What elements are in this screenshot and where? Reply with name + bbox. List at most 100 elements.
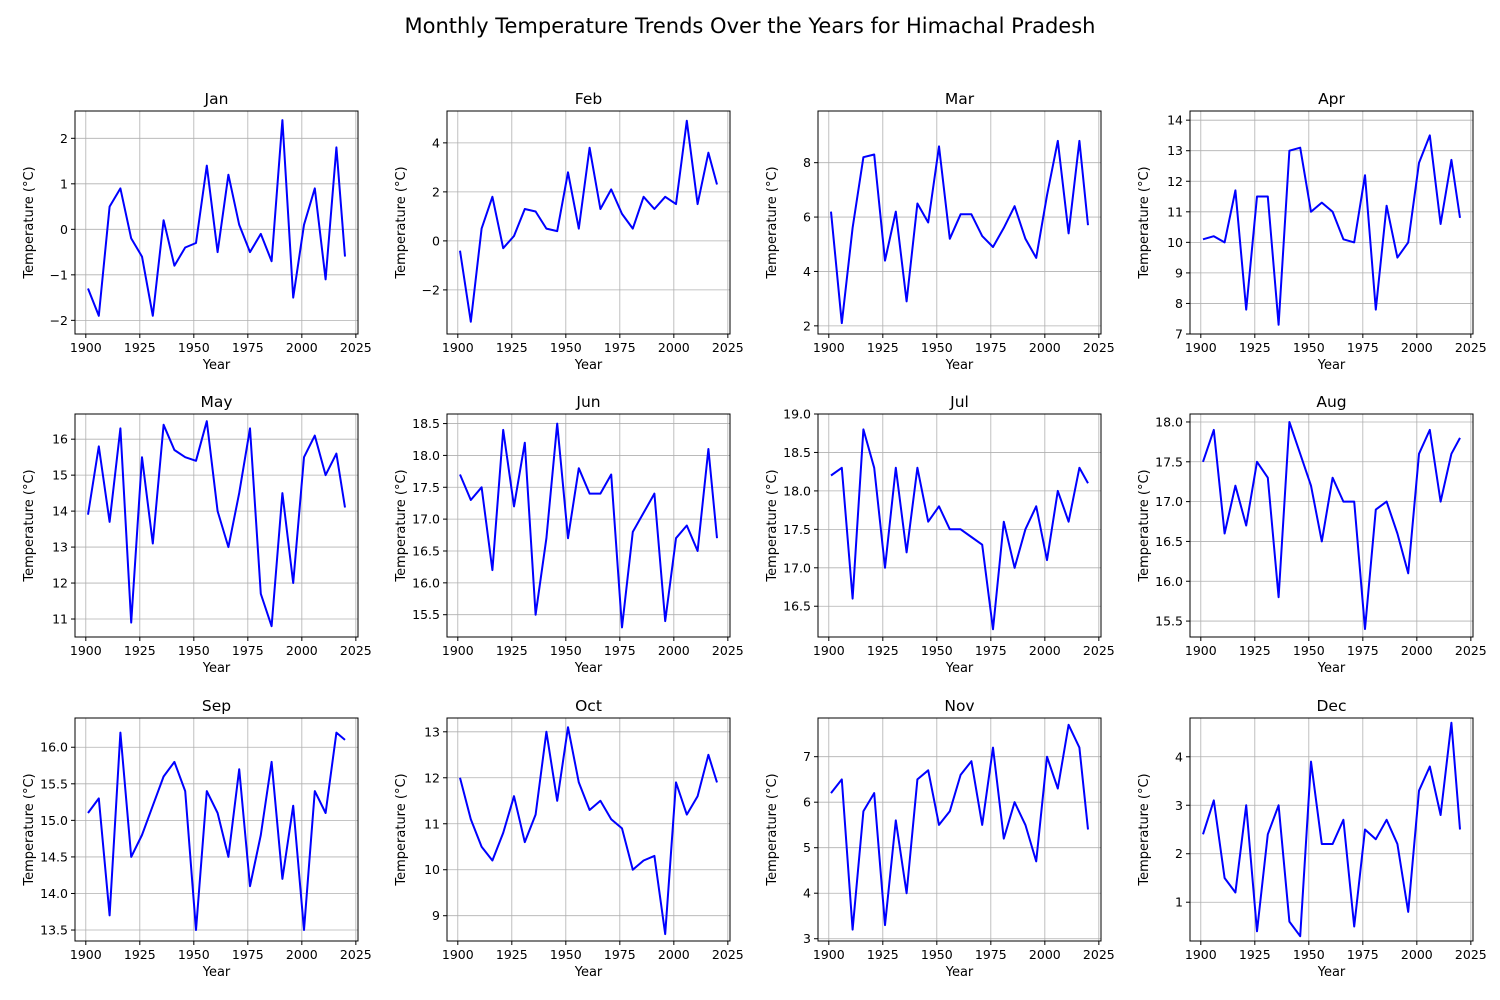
x-tick-label: 1975 bbox=[604, 947, 636, 962]
y-tick-label: 10 bbox=[1167, 235, 1183, 250]
x-axis-label: Year bbox=[202, 965, 231, 980]
y-tick-label: 13 bbox=[1167, 143, 1183, 158]
x-tick-label: 2000 bbox=[1401, 340, 1433, 355]
y-tick-label: 2 bbox=[60, 131, 68, 146]
y-tick-label: 13 bbox=[424, 724, 440, 739]
y-tick-label: 4 bbox=[803, 886, 811, 901]
grid bbox=[1190, 414, 1473, 637]
x-tick-label: 1900 bbox=[442, 340, 474, 355]
x-tick-label: 1950 bbox=[178, 947, 210, 962]
y-tick-label: 11 bbox=[1167, 204, 1183, 219]
x-tick-label: 1975 bbox=[232, 643, 264, 658]
y-tick-label: 4 bbox=[432, 135, 440, 150]
x-tick-label: 1975 bbox=[232, 340, 264, 355]
subplot-mar: 1900 1925 1950 1975 2000 2025 2 4 6 8 Mar Year Tempe… bbox=[765, 90, 1115, 373]
x-axis-label: Year bbox=[202, 661, 231, 676]
subplot-jul: 1900 1925 1950 1975 2000 2025 16.5 17.0 17.5 18.0… bbox=[765, 393, 1115, 676]
x-tick-label: 1925 bbox=[496, 340, 528, 355]
y-tick-label: 18.5 bbox=[783, 445, 811, 460]
x-tick-label: 1975 bbox=[975, 947, 1007, 962]
x-tick-label: 1950 bbox=[1293, 643, 1325, 658]
x-axis-label: Year bbox=[945, 965, 974, 980]
y-axis-label: Temperature (°C) bbox=[765, 773, 780, 886]
y-axis-label: Temperature (°C) bbox=[1137, 166, 1152, 279]
x-tick-label: 2000 bbox=[286, 340, 318, 355]
x-axis-label: Year bbox=[945, 661, 974, 676]
y-tick-label: 2 bbox=[803, 318, 811, 333]
y-tick-label: 12 bbox=[52, 576, 68, 591]
y-axis-label: Temperature (°C) bbox=[765, 469, 780, 582]
subplot-may: 1900 1925 1950 1975 2000 2025 11 12 13 14 15 16 May Y… bbox=[22, 393, 372, 676]
y-tick-label: 3 bbox=[1175, 798, 1183, 813]
y-tick-label: 15.5 bbox=[40, 776, 68, 791]
subplot-dec: 1900 1925 1950 1975 2000 2025 1 2 3 4 Dec Year Tempe… bbox=[1137, 697, 1487, 980]
axes-frame bbox=[74, 717, 359, 942]
x-tick-label: 2025 bbox=[712, 947, 744, 962]
x-tick-label: 2025 bbox=[712, 643, 744, 658]
subplot-title: Nov bbox=[944, 697, 974, 715]
x-tick-label: 1900 bbox=[1185, 947, 1217, 962]
x-tick-label: 1925 bbox=[496, 643, 528, 658]
y-tick-label: 15.5 bbox=[412, 607, 440, 622]
x-tick-label: 1925 bbox=[124, 643, 156, 658]
x-tick-label: 2025 bbox=[1083, 340, 1115, 355]
y-tick-label: 15.5 bbox=[1155, 614, 1183, 629]
y-tick-label: 2 bbox=[1175, 846, 1183, 861]
x-tick-label: 2000 bbox=[658, 340, 690, 355]
y-tick-label: 13.5 bbox=[40, 923, 68, 938]
x-tick-label: 1925 bbox=[496, 947, 528, 962]
x-tick-label: 1975 bbox=[975, 340, 1007, 355]
x-tick-label: 1900 bbox=[813, 947, 845, 962]
axes-frame bbox=[74, 413, 359, 638]
subplot-title: May bbox=[200, 393, 232, 411]
grid bbox=[447, 718, 730, 941]
x-tick-label: 1925 bbox=[124, 947, 156, 962]
temperature-line bbox=[1202, 721, 1461, 938]
x-tick-label: 1900 bbox=[70, 643, 102, 658]
y-tick-label: 15 bbox=[52, 468, 68, 483]
y-tick-label: 7 bbox=[1175, 327, 1183, 342]
y-tick-label: 19.0 bbox=[783, 407, 811, 422]
temperature-line bbox=[459, 119, 718, 323]
x-tick-label: 1900 bbox=[442, 643, 474, 658]
x-tick-label: 2000 bbox=[1029, 340, 1061, 355]
x-axis-label: Year bbox=[202, 358, 231, 373]
subplot-title: Jun bbox=[575, 393, 600, 411]
x-tick-label: 1925 bbox=[1239, 643, 1271, 658]
x-tick-label: 2025 bbox=[1455, 340, 1487, 355]
x-tick-label: 1900 bbox=[813, 643, 845, 658]
y-tick-label: 0 bbox=[60, 222, 68, 237]
temperature-line bbox=[87, 420, 346, 628]
x-tick-label: 1950 bbox=[921, 340, 953, 355]
y-tick-label: 6 bbox=[803, 210, 811, 225]
x-tick-label: 1900 bbox=[1185, 643, 1217, 658]
x-tick-label: 2000 bbox=[658, 947, 690, 962]
y-axis-label: Temperature (°C) bbox=[1137, 773, 1152, 886]
temperature-line bbox=[87, 119, 346, 317]
x-tick-label: 2025 bbox=[340, 643, 372, 658]
y-tick-label: −1 bbox=[50, 267, 68, 282]
y-tick-label: 9 bbox=[1175, 265, 1183, 280]
y-tick-label: 12 bbox=[424, 770, 440, 785]
subplot-title: Oct bbox=[575, 697, 602, 715]
y-tick-label: 1 bbox=[1175, 895, 1183, 910]
temperature-line bbox=[459, 726, 718, 936]
x-tick-label: 1925 bbox=[1239, 340, 1271, 355]
subplot-oct: 1900 1925 1950 1975 2000 2025 9 10 11 12 13 Oct Year… bbox=[394, 697, 744, 980]
y-tick-label: 7 bbox=[803, 749, 811, 764]
subplot-title: Jan bbox=[204, 90, 229, 108]
x-axis-label: Year bbox=[574, 965, 603, 980]
x-axis-label: Year bbox=[574, 358, 603, 373]
x-tick-label: 1925 bbox=[1239, 947, 1271, 962]
y-tick-label: 16.0 bbox=[412, 575, 440, 590]
y-axis-label: Temperature (°C) bbox=[1137, 469, 1152, 582]
x-tick-label: 2000 bbox=[286, 947, 318, 962]
y-tick-label: 17.5 bbox=[783, 522, 811, 537]
y-tick-label: 16 bbox=[52, 432, 68, 447]
temperature-line bbox=[1202, 421, 1461, 630]
y-tick-label: 2 bbox=[432, 184, 440, 199]
temperature-line bbox=[87, 731, 346, 931]
x-tick-label: 1975 bbox=[604, 643, 636, 658]
y-axis-label: Temperature (°C) bbox=[22, 166, 37, 279]
